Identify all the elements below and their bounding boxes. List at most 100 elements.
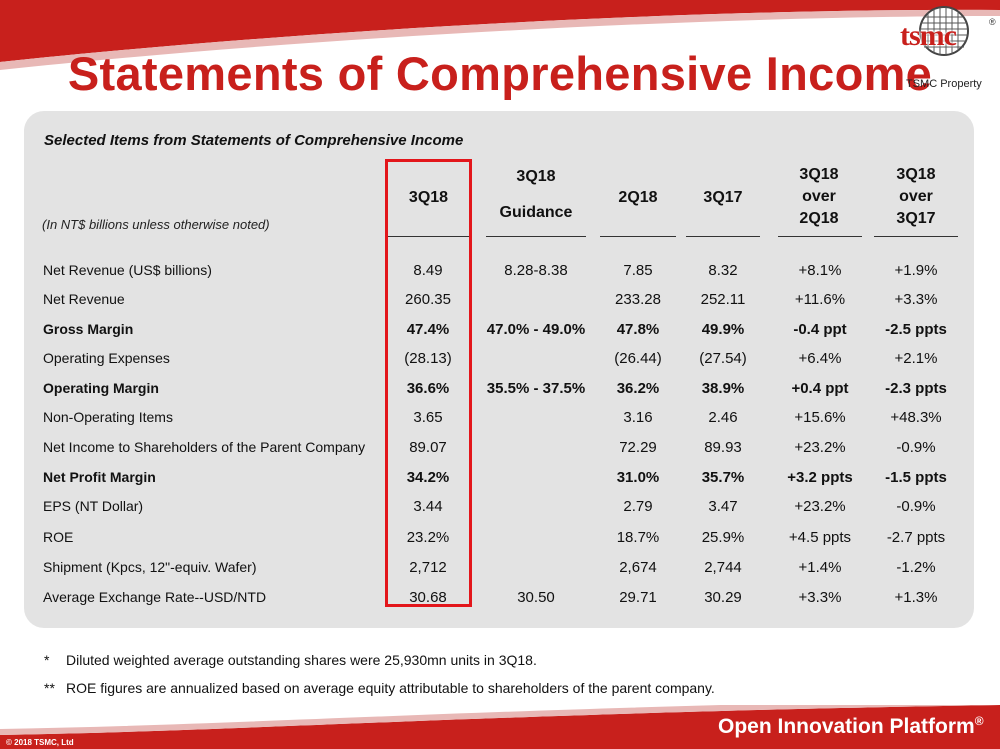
table-cell: 89.93 [704, 439, 742, 456]
table-cell: 3.65 [413, 409, 443, 426]
header-rule [874, 236, 958, 237]
footnote-2: ** ROE figures are annualized based on av… [44, 680, 715, 696]
table-cell: 47.4% [406, 321, 450, 338]
col-header-over-2q18: 3Q18 over 2Q18 [799, 166, 839, 227]
table-cell: 233.28 [615, 291, 661, 308]
table-cell: 8.28-8.38 [504, 262, 568, 279]
page-title: Statements of Comprehensive Income [67, 47, 933, 100]
table-cell: 3.47 [708, 498, 738, 515]
col-header-guidance: 3Q18 Guidance [499, 168, 573, 221]
footnote-1: * Diluted weighted average outstanding sh… [44, 652, 537, 668]
table-cell: +15.6% [794, 409, 846, 426]
table-cell: 36.2% [616, 380, 660, 397]
table-cell: +1.9% [894, 262, 938, 279]
table-cell: (26.44) [614, 350, 662, 367]
table-cell: -0.9% [896, 439, 936, 456]
row-label: Operating Expenses [43, 350, 170, 366]
table-cell: +23.2% [794, 498, 846, 515]
table-cell: +3.3% [894, 291, 938, 308]
table-cell: 8.49 [413, 262, 443, 279]
globe-grid-icon [919, 6, 969, 56]
row-label: Net Revenue [43, 291, 125, 307]
table-cell: +6.4% [798, 350, 842, 367]
table-cell: -0.9% [896, 498, 936, 515]
footer-swoosh [0, 705, 1000, 749]
table-cell: 3.16 [623, 409, 653, 426]
table-cell: 2,674 [619, 559, 657, 576]
table-cell: 72.29 [619, 439, 657, 456]
footnote-text: Diluted weighted average outstanding sha… [66, 652, 537, 668]
logo-wordmark: tsmc [900, 19, 957, 52]
header-rule [486, 236, 586, 237]
panel-heading: Selected Items from Statements of Compre… [44, 132, 464, 149]
table-cell: -2.7 ppts [886, 529, 946, 546]
table-cell: +0.4 ppt [791, 380, 849, 397]
table-cell: +11.6% [794, 291, 846, 308]
platform-tagline: Open Innovation Platform® [718, 714, 984, 738]
units-note: (In NT$ billions unless otherwise noted) [42, 217, 270, 232]
table-cell: 23.2% [406, 529, 450, 546]
row-label: EPS (NT Dollar) [43, 498, 144, 514]
table-cell: +4.5 ppts [788, 529, 852, 546]
table-cell: 18.7% [616, 529, 660, 546]
table-cell: 35.7% [701, 469, 745, 486]
row-label: Net Revenue (US$ billions) [43, 262, 212, 278]
row-label: Non-Operating Items [43, 409, 173, 425]
tsmc-logo: tsmc ® TSMC Property [898, 5, 998, 93]
table-cell: 89.07 [409, 439, 447, 456]
table-cell: +1.3% [894, 589, 938, 606]
row-label: Shipment (Kpcs, 12"-equiv. Wafer) [43, 559, 257, 575]
table-cell: -2.3 ppts [885, 380, 947, 397]
table-cell: -0.4 ppt [793, 321, 847, 338]
logo-caption: TSMC Property [906, 78, 982, 90]
table-cell: (28.13) [404, 350, 452, 367]
table-cell: 8.32 [708, 262, 738, 279]
table-cell: 29.71 [619, 589, 657, 606]
row-label: Operating Margin [43, 380, 159, 396]
col-header-3q18: 3Q18 [408, 189, 449, 206]
table-cell: 2.46 [708, 409, 738, 426]
table-cell: 47.0% - 49.0% [486, 321, 586, 338]
table-cell: 2,712 [409, 559, 447, 576]
header-swoosh [0, 0, 1000, 70]
table-cell: (27.54) [699, 350, 747, 367]
col-header-3q17: 3Q17 [703, 189, 743, 206]
table-cell: 2.79 [623, 498, 653, 515]
header-rule [388, 236, 469, 237]
row-label: ROE [43, 529, 74, 545]
table-cell: 38.9% [701, 380, 745, 397]
table-cell: +23.2% [794, 439, 846, 456]
header-rule [600, 236, 676, 237]
footnote-text: ROE figures are annualized based on aver… [66, 680, 715, 696]
footnote-mark: * [44, 652, 50, 668]
table-cell: +3.3% [798, 589, 842, 606]
table-cell: 47.8% [616, 321, 660, 338]
table-cell: 7.85 [623, 262, 653, 279]
table-cell: 34.2% [406, 469, 450, 486]
table-cell: -1.2% [896, 559, 936, 576]
table-cell: +1.4% [798, 559, 842, 576]
header-rule [686, 236, 760, 237]
row-label: Net Income to Shareholders of the Parent… [43, 439, 366, 455]
table-cell: -2.5 ppts [885, 321, 947, 338]
footnote-mark: ** [44, 680, 55, 696]
table-cell: 30.29 [704, 589, 742, 606]
row-label: Average Exchange Rate--USD/NTD [43, 589, 267, 605]
table-cell: 2,744 [704, 559, 742, 576]
table-cell: +3.2 ppts [787, 469, 853, 486]
header-rule [778, 236, 862, 237]
registered-mark: ® [989, 17, 996, 27]
row-label: Gross Margin [43, 321, 134, 337]
table-cell: 25.9% [701, 529, 745, 546]
col-header-over-3q17: 3Q18 over 3Q17 [896, 166, 936, 227]
highlight-3q18-column [385, 159, 472, 607]
table-cell: 252.11 [700, 291, 746, 308]
table-cell: +48.3% [890, 409, 942, 426]
income-table-panel: Selected Items from Statements of Compre… [24, 111, 974, 628]
table-cell: 31.0% [616, 469, 660, 486]
table-cell: -1.5 ppts [885, 469, 947, 486]
table-cell: 35.5% - 37.5% [486, 380, 586, 397]
table-cell: +8.1% [798, 262, 842, 279]
table-cell: 49.9% [701, 321, 745, 338]
table-cell: 30.68 [409, 589, 447, 606]
